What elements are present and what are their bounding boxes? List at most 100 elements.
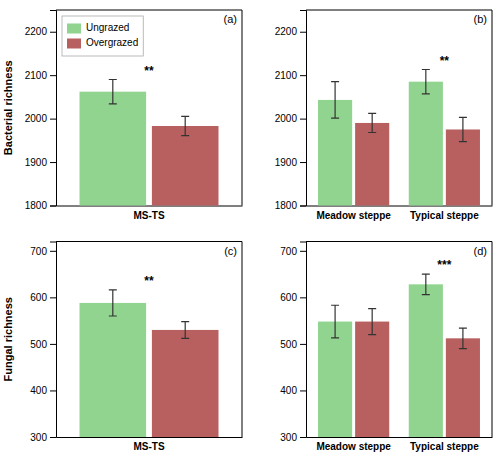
x-tick: Typical steppe [410,206,479,221]
y-tick-mark [300,390,306,391]
y-axis-line [50,242,57,438]
bar [80,303,147,437]
legend-item: Ungrazed [67,22,129,33]
y-tick: 1900 [25,157,56,168]
legend-label: Overgrazed [86,37,138,48]
x-tick: Meadow steppe [316,437,391,452]
frame-top [306,10,492,11]
y-axis-title: Bacterial richness [2,60,14,155]
y-tick-mark [50,297,56,298]
y-axis: 300400500600700 [280,242,306,443]
bar [355,322,389,437]
x-tick: Typical steppe [410,437,479,452]
error-bar [368,113,376,132]
y-tick: 700 [280,246,306,257]
panel: 1800 1900 2000 2100 2200 Meadow steppe Typical… [275,10,493,463]
y-tick-label: 2000 [275,113,298,124]
y-tick-mark [50,206,56,207]
y-tick: 500 [30,339,56,350]
x-tick: MS-TS [133,206,164,221]
y-tick-mark [300,251,306,252]
bar [80,92,147,206]
bar [446,338,480,437]
plot-area [80,80,219,206]
series [80,80,147,206]
y-axis-title: Fungal richness [2,297,14,381]
y-tick: 700 [30,246,56,257]
significance-label: ** [144,64,154,78]
y-tick-label: 300 [30,432,47,443]
y-tick-label: 500 [30,339,47,350]
y-tick-mark [300,437,306,438]
y-tick-mark [300,206,306,207]
y-tick-label: 700 [280,246,297,257]
panel-label: (a) [224,13,237,25]
y-tick-mark [50,344,56,345]
legend-swatch [67,24,81,34]
frame-top [306,241,492,242]
y-tick: 2200 [275,26,306,37]
legend: Ungrazed Overgrazed [62,16,143,56]
frame-top [56,241,242,242]
error-bar [331,82,339,118]
bar [409,82,443,206]
y-tick-mark [50,75,56,76]
y-tick-label: 2200 [275,26,298,37]
y-tick: 2100 [25,70,56,81]
x-axis-line [307,206,493,207]
x-axis: Meadow steppe Typical steppe [307,206,493,221]
panel-label: (b) [474,13,487,25]
y-tick: 2000 [25,113,56,124]
legend-label: Ungrazed [86,22,129,33]
error-bar [459,117,467,141]
error-bar [181,116,189,135]
error-bar [331,305,339,338]
y-tick-mark [50,162,56,163]
error-bar [109,80,117,104]
y-axis-line [300,11,307,207]
bar [355,123,389,206]
x-tick-label: MS-TS [133,441,164,452]
x-axis: MS-TS [57,206,243,221]
y-tick-label: 500 [280,339,297,350]
series [355,309,480,437]
frame-top [56,10,242,11]
y-tick-label: 1800 [25,200,48,211]
y-tick: 600 [280,292,306,303]
plot-area [318,70,480,206]
y-tick: 2200 [25,26,56,37]
error-bar [109,290,117,316]
bar [152,330,219,437]
series [355,113,480,205]
bar [152,126,219,206]
y-tick: 400 [280,385,306,396]
y-tick-label: 600 [280,292,297,303]
y-tick-label: 400 [30,385,47,396]
x-axis-line [307,437,493,438]
y-tick: 1800 [275,200,306,211]
y-axis: 1800 1900 2000 2100 2200 [275,11,307,212]
error-bar [422,70,430,94]
x-axis-line [57,206,243,207]
y-tick-label: 600 [30,292,47,303]
y-tick-label: 400 [280,385,297,396]
series [318,70,443,206]
panel: 300 400 500 600 700 MS-TS ** (c) Fungal richness [2,242,243,463]
y-axis-line [50,11,57,207]
bar [409,284,443,437]
legend-swatch [67,39,81,49]
x-tick: Meadow steppe [316,206,391,221]
frame-right [492,242,493,438]
panel: 300400500600700Meadow steppeTypical step… [280,242,492,463]
x-axis-line [57,437,243,438]
y-tick: 1900 [275,157,306,168]
panel-label: (c) [224,245,237,257]
error-bar [459,328,467,348]
legend-box [62,16,143,56]
chart-svg: 1800 1900 2000 2100 2200 MS-TS ** (a) Bacterial … [0,0,500,463]
y-tick: 2100 [275,70,306,81]
significance-label: ** [144,274,154,288]
x-tick-label: MS-TS [133,210,164,221]
y-tick-mark [300,344,306,345]
y-tick-mark [300,75,306,76]
